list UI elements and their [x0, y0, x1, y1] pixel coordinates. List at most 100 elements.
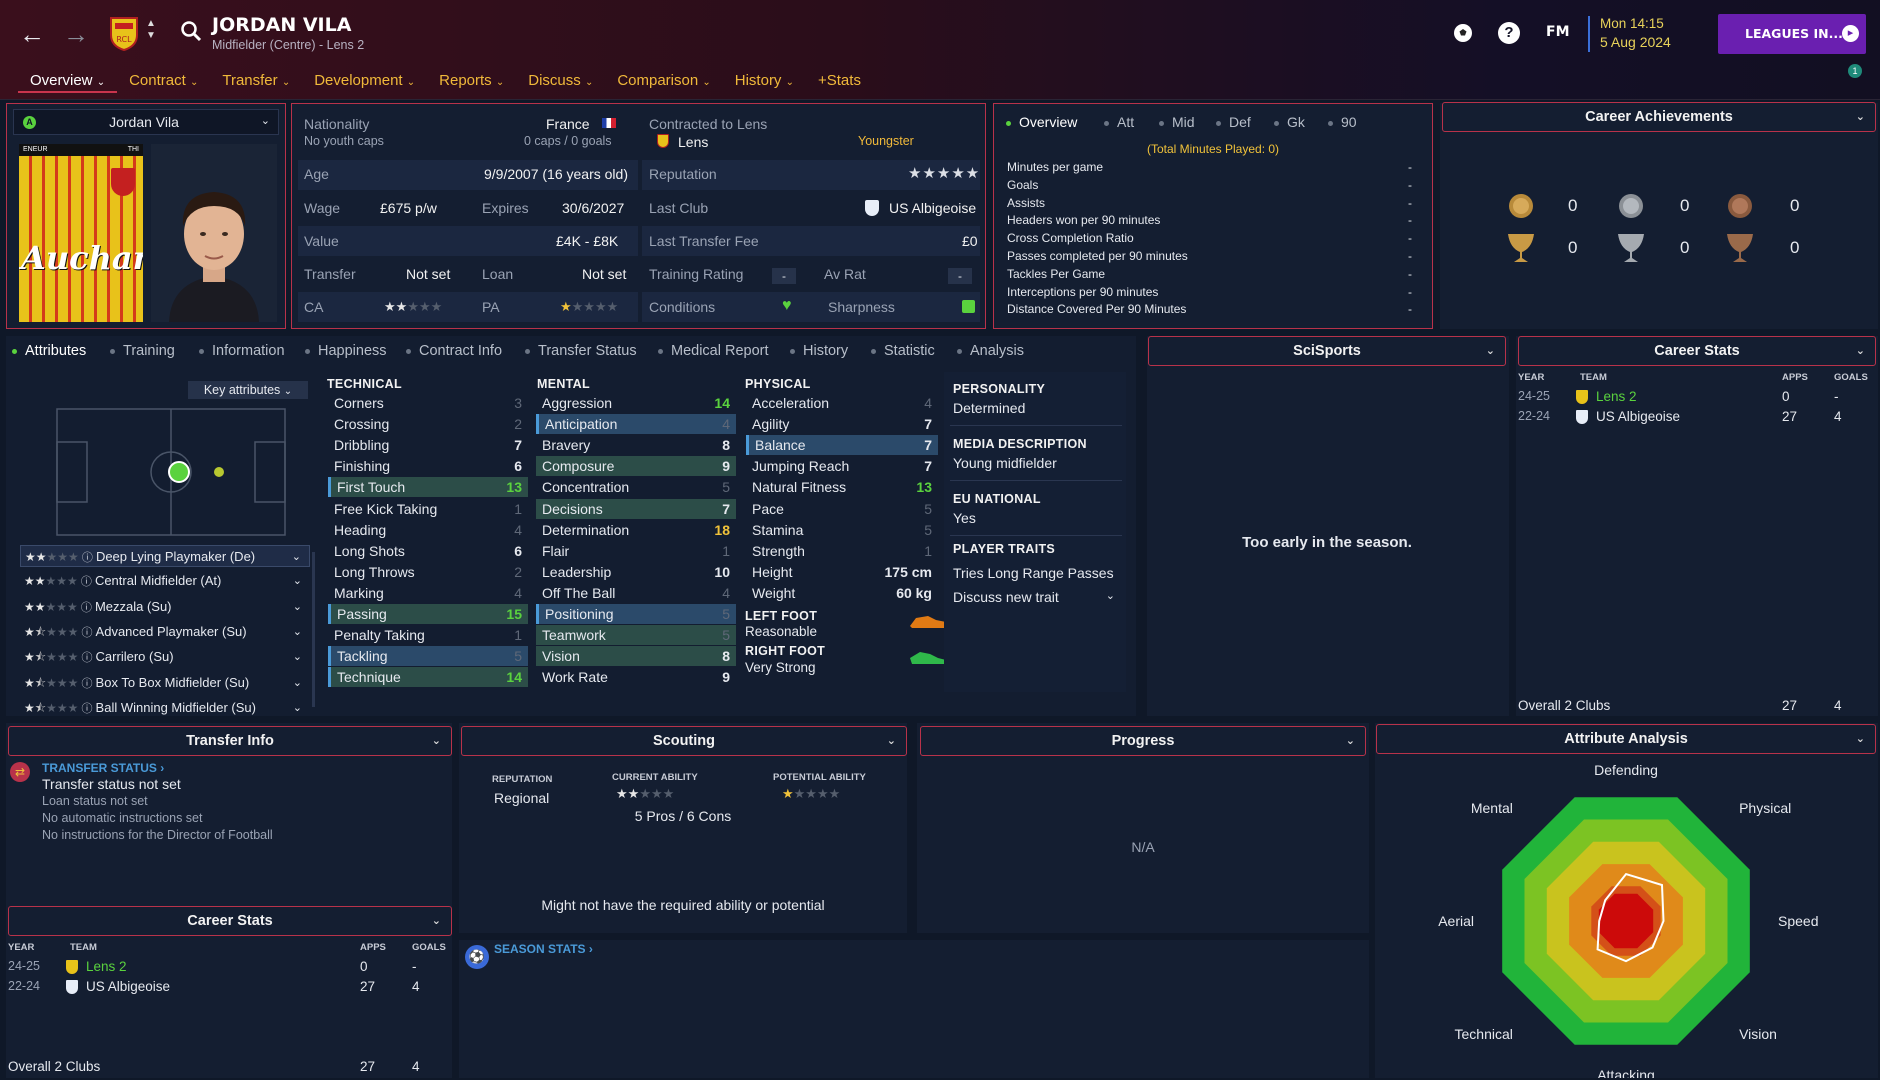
- attribute-row[interactable]: Crossing 2: [334, 416, 522, 433]
- subtab-analysis[interactable]: Analysis: [957, 343, 1024, 359]
- key-attributes-dropdown[interactable]: Key attributes ⌄: [188, 381, 308, 399]
- attribute-row[interactable]: Finishing 6: [334, 458, 522, 475]
- attribute-row[interactable]: Balance 7: [746, 435, 938, 456]
- stats-tab-gk[interactable]: Gk: [1274, 114, 1305, 130]
- tab-plus-stats[interactable]: +Stats: [818, 72, 861, 89]
- search-icon[interactable]: [180, 20, 202, 42]
- attribute-row[interactable]: Positioning 5: [536, 604, 736, 624]
- attribute-row[interactable]: Decisions 7: [536, 498, 736, 519]
- attribute-row[interactable]: First Touch 13: [328, 477, 528, 498]
- role-item[interactable]: ★⯪★★★ ⓘ Ball Winning Midfielder (Su) ⌄: [20, 697, 310, 719]
- career-team-link[interactable]: Lens 2: [86, 959, 127, 974]
- achievements-title[interactable]: Career Achievements ⌄: [1442, 102, 1876, 132]
- attribute-row[interactable]: Flair 1: [542, 542, 730, 559]
- wage-value[interactable]: £675 p/w: [380, 200, 437, 216]
- tab-comparison[interactable]: Comparison ⌄: [617, 72, 711, 89]
- attribute-row[interactable]: Work Rate 9: [542, 669, 730, 686]
- scouting-title[interactable]: Scouting ⌄: [461, 726, 907, 756]
- subtab-happiness[interactable]: Happiness: [305, 343, 387, 359]
- attribute-row[interactable]: Vision 8: [536, 646, 736, 667]
- attribute-row[interactable]: Marking 4: [334, 584, 522, 601]
- career-stats-left-title[interactable]: Career Stats ⌄: [8, 906, 452, 936]
- attribute-row[interactable]: Height 175 cm: [752, 563, 932, 580]
- pros-cons-link[interactable]: 5 Pros / 6 Cons: [634, 808, 732, 824]
- attribute-row[interactable]: Passing 15: [328, 604, 528, 624]
- inbox-user-icon[interactable]: 1: [1843, 62, 1863, 88]
- season-stats-link[interactable]: SEASON STATS ›: [494, 942, 593, 956]
- tab-overview[interactable]: Overview ⌄: [18, 70, 118, 93]
- attribute-row[interactable]: Concentration 5: [542, 479, 730, 496]
- contract-club[interactable]: Lens: [678, 134, 709, 150]
- attribute-row[interactable]: Dribbling 7: [334, 437, 522, 454]
- loan-status-value[interactable]: Not set: [582, 266, 627, 282]
- role-item[interactable]: ★⯪★★★ ⓘ Advanced Playmaker (Su) ⌄: [20, 621, 310, 643]
- subtab-history[interactable]: History: [790, 343, 848, 359]
- subtab-information[interactable]: Information: [199, 343, 285, 359]
- subtab-transfer-status[interactable]: Transfer Status: [525, 343, 637, 359]
- subtab-training[interactable]: Training: [110, 343, 175, 359]
- attribute-row[interactable]: Long Shots 6: [334, 542, 522, 559]
- stats-tab-90[interactable]: 90: [1328, 114, 1357, 130]
- tab-discuss[interactable]: Discuss ⌄: [528, 72, 594, 89]
- player-trait-item[interactable]: Tries Long Range Passes: [953, 565, 1114, 581]
- tab-development[interactable]: Development ⌄: [314, 72, 416, 89]
- progress-title[interactable]: Progress ⌄: [920, 726, 1366, 756]
- attribute-row[interactable]: Anticipation 4: [536, 414, 736, 435]
- attribute-row[interactable]: Stamina 5: [752, 521, 932, 538]
- attribute-row[interactable]: Leadership 10: [542, 563, 730, 580]
- tab-reports[interactable]: Reports ⌄: [439, 72, 505, 89]
- career-stats-right-title[interactable]: Career Stats ⌄: [1518, 336, 1876, 366]
- attribute-row[interactable]: Weight 60 kg: [752, 584, 932, 601]
- attribute-row[interactable]: Teamwork 5: [536, 625, 736, 646]
- attribute-row[interactable]: Long Throws 2: [334, 563, 522, 580]
- attribute-row[interactable]: Corners 3: [334, 395, 522, 411]
- attribute-row[interactable]: Determination 18: [542, 521, 730, 538]
- role-item[interactable]: ★⯪★★★ ⓘ Box To Box Midfielder (Su) ⌄: [20, 672, 310, 694]
- role-item[interactable]: ★★★★★ ⓘ Mezzala (Su) ⌄: [20, 596, 310, 618]
- role-list-scrollbar[interactable]: [312, 552, 315, 707]
- scisports-title[interactable]: SciSports ⌄: [1148, 336, 1506, 366]
- attribute-analysis-title[interactable]: Attribute Analysis ⌄: [1376, 724, 1876, 754]
- player-switch-chevrons-icon[interactable]: ▲ ▼: [146, 18, 156, 41]
- attribute-row[interactable]: Aggression 14: [542, 395, 730, 411]
- subtab-contract-info[interactable]: Contract Info: [406, 343, 502, 359]
- attribute-row[interactable]: Bravery 8: [542, 437, 730, 454]
- subtab-statistic[interactable]: Statistic: [871, 343, 935, 359]
- attribute-row[interactable]: Technique 14: [328, 667, 528, 688]
- attribute-row[interactable]: Agility 7: [752, 416, 932, 433]
- tab-contract[interactable]: Contract ⌄: [129, 72, 199, 89]
- attribute-row[interactable]: Tackling 5: [328, 646, 528, 667]
- help-icon[interactable]: ?: [1498, 22, 1520, 44]
- fm-logo[interactable]: FM: [1546, 24, 1570, 40]
- info-icon[interactable]: ⓘ: [78, 702, 96, 715]
- attribute-row[interactable]: Strength 1: [752, 542, 932, 559]
- role-item[interactable]: ★★★★★ ⓘ Central Midfielder (At) ⌄: [20, 570, 310, 592]
- player-selector[interactable]: A Jordan Vila ⌄: [13, 109, 279, 135]
- media-description-value[interactable]: Young midfielder: [953, 455, 1057, 471]
- info-icon[interactable]: ⓘ: [78, 552, 96, 564]
- last-club-value[interactable]: US Albigeoise: [889, 200, 977, 216]
- role-item[interactable]: ★★★★★ ⓘ Deep Lying Playmaker (De) ⌄: [20, 545, 310, 567]
- subtab-attributes[interactable]: Attributes: [12, 343, 86, 359]
- info-icon[interactable]: ⓘ: [77, 601, 95, 614]
- attribute-row[interactable]: Free Kick Taking 1: [334, 500, 522, 517]
- attribute-row[interactable]: Natural Fitness 13: [752, 479, 932, 496]
- attribute-row[interactable]: Penalty Taking 1: [334, 627, 522, 644]
- info-icon[interactable]: ⓘ: [78, 626, 96, 639]
- role-item[interactable]: ★⯪★★★ ⓘ Carrilero (Su) ⌄: [20, 646, 310, 668]
- back-arrow-icon[interactable]: ←: [19, 19, 45, 49]
- attribute-row[interactable]: Acceleration 4: [752, 395, 932, 411]
- forward-arrow-icon[interactable]: →: [63, 19, 89, 49]
- discuss-new-trait-dropdown[interactable]: Discuss new trait ⌄: [953, 589, 1115, 605]
- attribute-row[interactable]: Heading 4: [334, 521, 522, 538]
- attribute-row[interactable]: Off The Ball 4: [542, 584, 730, 601]
- stats-tab-overview[interactable]: Overview: [1006, 114, 1077, 130]
- tab-transfer[interactable]: Transfer ⌄: [222, 72, 291, 89]
- career-team-link[interactable]: US Albigeoise: [86, 979, 171, 994]
- transfer-status-value[interactable]: Not set: [406, 266, 451, 282]
- transfer-status-link[interactable]: TRANSFER STATUS ›: [42, 761, 165, 775]
- transfer-info-title[interactable]: Transfer Info ⌄: [8, 726, 452, 756]
- continue-button[interactable]: LEAGUES IN... ▸: [1718, 14, 1866, 54]
- attribute-row[interactable]: Pace 5: [752, 500, 932, 517]
- career-team-link[interactable]: Lens 2: [1596, 389, 1637, 404]
